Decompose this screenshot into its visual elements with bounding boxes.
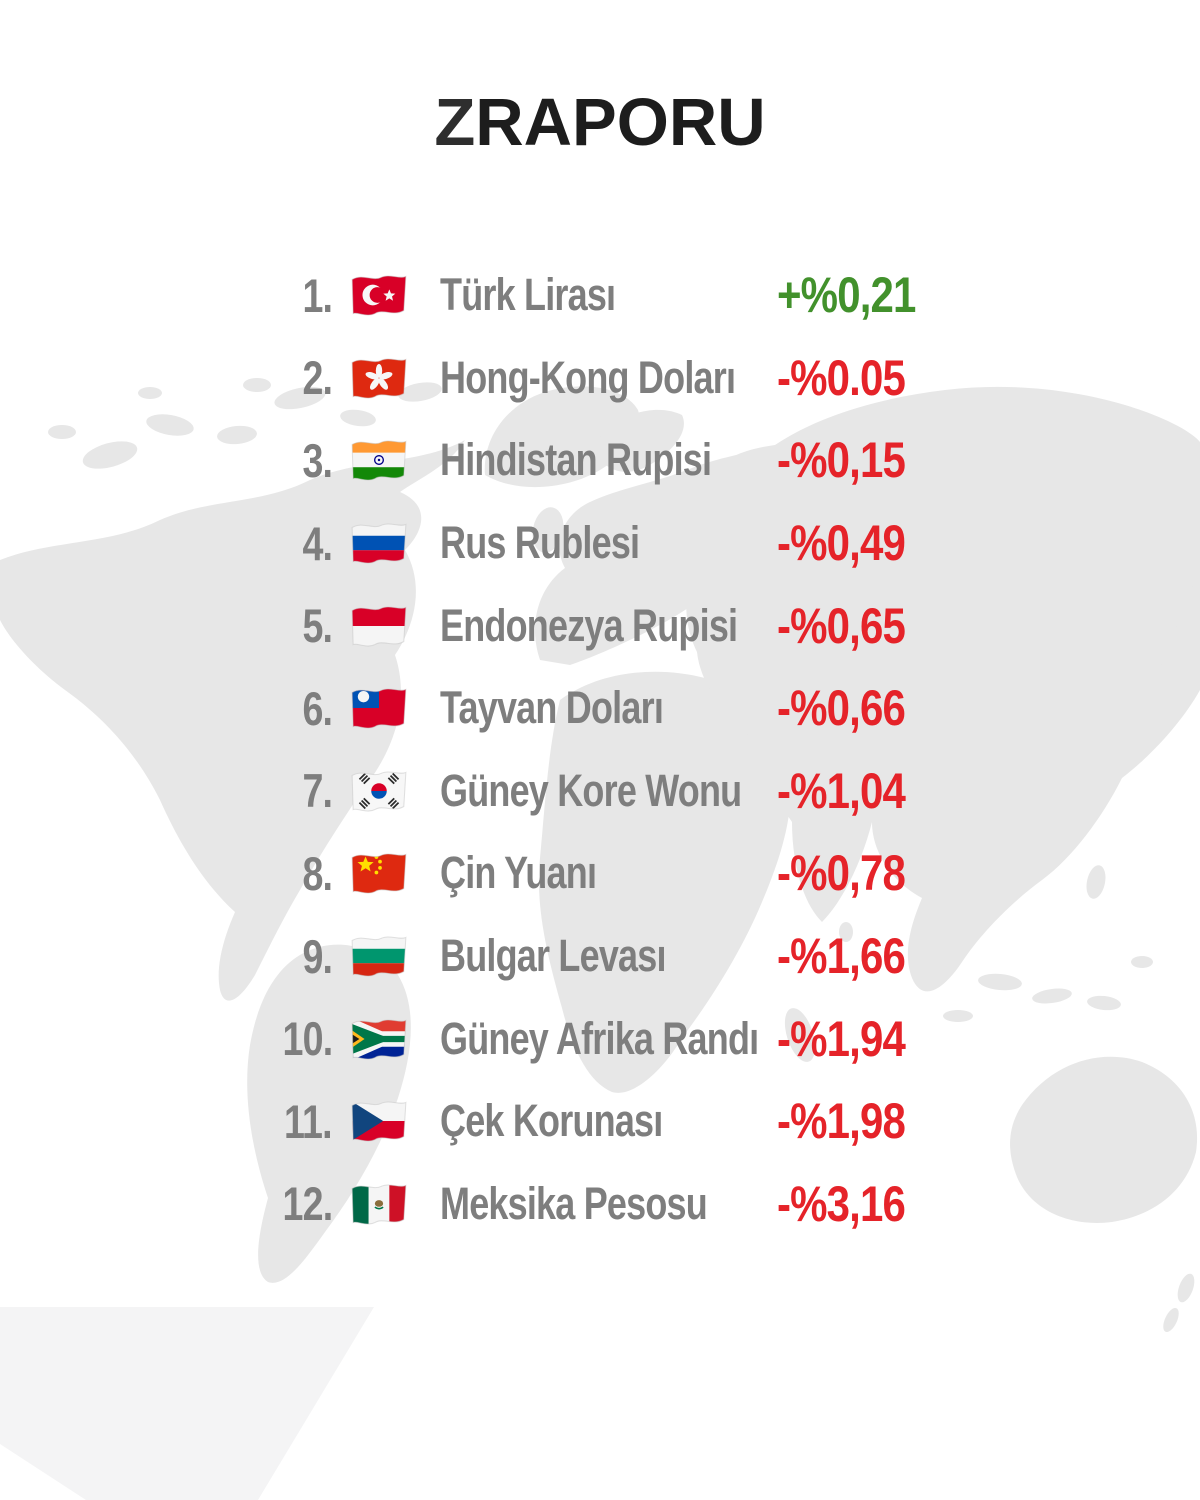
rank-number: 6. — [302, 681, 333, 735]
currency-row: 1. Türk Lirası +%0,21 — [227, 254, 942, 337]
currency-name: Tayvan Doları — [440, 682, 664, 734]
change-value: -%0,78 — [777, 845, 906, 902]
rank-number: 8. — [302, 846, 333, 900]
currency-row: 10. Güney Afrika Randı -%1,94 — [227, 997, 942, 1080]
currency-name: Bulgar Levası — [440, 930, 667, 982]
change-value: -%0.05 — [777, 349, 906, 406]
china-flag-icon — [348, 848, 410, 898]
currency-name: Güney Afrika Randı — [440, 1012, 759, 1064]
currency-name: Endonezya Rupisi — [440, 599, 738, 651]
russia-flag-icon — [348, 518, 410, 568]
rank-number: 11. — [284, 1094, 333, 1148]
brand-name: RAPORU — [475, 85, 766, 160]
south-korea-flag-icon — [348, 766, 410, 816]
currency-name: Çin Yuanı — [440, 847, 597, 899]
change-value: -%1,04 — [777, 762, 906, 819]
turkey-flag-icon — [348, 270, 410, 320]
rank-number: 5. — [302, 599, 333, 653]
currency-row: 4. Rus Rublesi -%0,49 — [227, 502, 942, 585]
change-value: -%0,65 — [777, 597, 906, 654]
currency-row: 9. Bulgar Levası -%1,66 — [227, 915, 942, 998]
rank-number: 1. — [302, 268, 333, 322]
currency-row: 8. Çin Yuanı -%0,78 — [227, 832, 942, 915]
currency-name: Rus Rublesi — [440, 517, 640, 569]
currency-name: Hindistan Rupisi — [440, 434, 712, 486]
rank-number: 4. — [302, 516, 333, 570]
india-flag-icon — [348, 435, 410, 485]
taiwan-flag-icon — [348, 683, 410, 733]
rank-number: 10. — [282, 1012, 333, 1066]
indonesia-flag-icon — [348, 601, 410, 651]
mexico-flag-icon — [348, 1179, 410, 1229]
currency-row: 3. Hindistan Rupisi -%0,15 — [227, 419, 942, 502]
rank-number: 9. — [302, 929, 333, 983]
change-value: +%0,21 — [777, 267, 916, 324]
currency-row: 2. Hong-Kong Doları -%0.05 — [227, 337, 942, 420]
currency-name: Güney Kore Wonu — [440, 764, 742, 816]
currency-row: 6. Tayvan Doları -%0,66 — [227, 667, 942, 750]
change-value: -%1,66 — [777, 928, 906, 985]
page-title: ZRAPORU — [0, 84, 1200, 161]
change-value: -%3,16 — [777, 1175, 906, 1232]
south-africa-flag-icon — [348, 1014, 410, 1064]
bulgaria-flag-icon — [348, 931, 410, 981]
rank-number: 7. — [302, 764, 333, 818]
currency-name: Hong-Kong Doları — [440, 351, 736, 403]
currency-row: 11. Çek Korunası -%1,98 — [227, 1080, 942, 1163]
change-value: -%1,94 — [777, 1010, 906, 1067]
brand-z-logo: Z — [434, 85, 476, 160]
rank-number: 12. — [282, 1177, 333, 1231]
czechia-flag-icon — [348, 1096, 410, 1146]
rank-number: 3. — [302, 433, 333, 487]
corner-chevron-shape — [0, 1307, 374, 1500]
currency-name: Meksika Pesosu — [440, 1177, 708, 1229]
change-value: -%0,15 — [777, 432, 906, 489]
change-value: -%1,98 — [777, 1093, 906, 1150]
change-value: -%0,66 — [777, 680, 906, 737]
world-map-continents — [0, 378, 1200, 1333]
currency-row: 7. Güney Kore Wonu -%1,04 — [227, 750, 942, 833]
hong-kong-flag-icon — [348, 353, 410, 403]
change-value: -%0,49 — [777, 515, 906, 572]
currency-row: 12. Meksika Pesosu -%3,16 — [227, 1163, 942, 1246]
currency-name: Çek Korunası — [440, 1095, 663, 1147]
currency-row: 5. Endonezya Rupisi -%0,65 — [227, 584, 942, 667]
rank-number: 2. — [302, 351, 333, 405]
currency-list: 1. Türk Lirası +%0,21 2. Hong-Kong Doları -%0… — [227, 254, 942, 1245]
currency-name: Türk Lirası — [440, 269, 616, 321]
